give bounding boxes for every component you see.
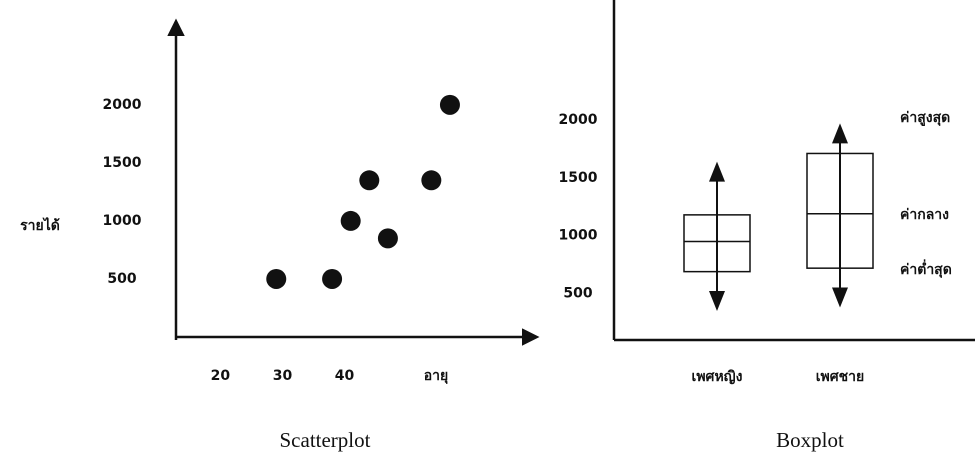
point [359,170,379,190]
x-tick-label: 20 [211,368,231,384]
whisker-max [832,123,848,143]
whisker-max [709,162,725,182]
y-tick-label: 1000 [103,213,142,229]
x-tick-label: เพศชาย [816,369,864,385]
y-tick-label: 2000 [559,112,598,128]
x-tick-label: เพศหญิง [692,369,743,385]
x-tick-label: 30 [273,368,293,384]
annotation: ค่าต่ำสุด [900,259,952,278]
y-tick-label: 1500 [559,170,598,186]
y-tick-label: 500 [107,271,136,287]
point [266,269,286,289]
point [378,228,398,248]
figure: Scatterplot Boxplot รายได้ อายุ ค่าสูงสุ… [0,0,975,464]
whisker-min [709,291,725,311]
point [341,211,361,231]
x-axis-label: อายุ [424,368,448,384]
annotation: ค่าสูงสุด [900,110,950,126]
y-axis-label: รายได้ [20,216,60,234]
point [322,269,342,289]
chart-title: Scatterplot [280,428,371,452]
whisker-min [832,288,848,308]
x-tick-label: 40 [335,368,355,384]
point [421,170,441,190]
y-tick-label: 2000 [103,97,142,113]
chart-title: Boxplot [776,428,844,452]
y-tick-label: 1000 [559,228,598,244]
y-tick-label: 1500 [103,155,142,171]
point [440,95,460,115]
y-tick-label: 500 [563,286,592,302]
annotation: ค่ากลาง [900,207,949,223]
